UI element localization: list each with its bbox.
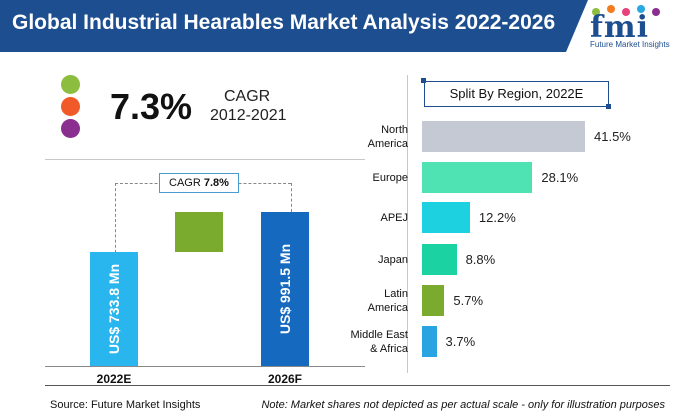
region-label: Europe bbox=[372, 171, 408, 184]
section-divider-vertical bbox=[407, 75, 408, 373]
green-dot-icon bbox=[61, 75, 80, 94]
source-text: Source: Future Market Insights bbox=[50, 399, 201, 411]
cagr-connector-right bbox=[291, 183, 292, 212]
header-edge bbox=[566, 0, 588, 52]
cagr-value: 7.3% bbox=[110, 86, 193, 127]
region-bar bbox=[422, 121, 585, 152]
region-label: North America bbox=[367, 123, 408, 150]
waterfall-baseline bbox=[45, 366, 365, 367]
header-banner: Global Industrial Hearables Market Analy… bbox=[0, 0, 566, 52]
region-value-label: 41.5% bbox=[594, 129, 631, 144]
section-divider-horizontal bbox=[45, 159, 365, 160]
title-corner-marker bbox=[606, 104, 611, 109]
title-corner-marker bbox=[421, 78, 426, 83]
region-label: Latin America bbox=[367, 287, 408, 314]
logo-text: fmi bbox=[590, 10, 650, 45]
footer-divider bbox=[45, 385, 670, 386]
waterfall-bar-label: US$ 991.5 Mn bbox=[277, 243, 293, 335]
cagr-callout-box: CAGR 7.8% bbox=[159, 173, 239, 193]
logo-dot-icon bbox=[592, 8, 600, 16]
region-value-label: 5.7% bbox=[453, 293, 484, 308]
region-label: Japan bbox=[378, 253, 408, 266]
page-title: Global Industrial Hearables Market Analy… bbox=[12, 11, 556, 34]
region-bar bbox=[422, 202, 470, 233]
logo-dot-icon bbox=[607, 5, 615, 13]
cagr-label: CAGR bbox=[224, 88, 271, 105]
region-value-label: 8.8% bbox=[465, 252, 496, 267]
purple-dot-icon bbox=[61, 119, 80, 138]
region-bar bbox=[422, 162, 533, 193]
orange-dot-icon bbox=[61, 97, 80, 116]
region-label: Middle East & Africa bbox=[350, 328, 408, 355]
note-text: Note: Market shares not depicted as per … bbox=[261, 399, 665, 411]
region-chart-title: Split By Region, 2022E bbox=[424, 81, 609, 107]
fmi-logo: fmi Future Market Insights bbox=[588, 4, 674, 50]
logo-dot-icon bbox=[637, 5, 645, 13]
region-label: APEJ bbox=[380, 211, 408, 224]
logo-subtitle: Future Market Insights bbox=[590, 40, 670, 49]
region-value-label: 28.1% bbox=[541, 170, 579, 185]
waterfall-bar: US$ 991.5 Mn bbox=[261, 212, 309, 366]
logo-dots bbox=[588, 4, 674, 18]
logo-dot-icon bbox=[622, 8, 630, 16]
cagr-callout-label: CAGR bbox=[169, 177, 201, 189]
cagr-callout-value: 7.8% bbox=[203, 177, 229, 189]
region-bar bbox=[422, 326, 437, 357]
logo-dot-icon bbox=[652, 8, 660, 16]
region-bar bbox=[422, 285, 445, 316]
waterfall-year-label: 2022E bbox=[96, 372, 132, 386]
region-value-label: 3.7% bbox=[445, 334, 476, 349]
cagr-connector-left bbox=[115, 183, 116, 258]
waterfall-bar: US$ 733.8 Mn bbox=[90, 252, 138, 366]
waterfall-year-label: 2026F bbox=[267, 372, 303, 386]
region-bar bbox=[422, 244, 457, 275]
region-value-label: 12.2% bbox=[478, 210, 516, 225]
waterfall-bar-label: US$ 733.8 Mn bbox=[106, 263, 122, 355]
waterfall-bar bbox=[175, 212, 223, 253]
cagr-years: 2012-2021 bbox=[210, 107, 287, 124]
